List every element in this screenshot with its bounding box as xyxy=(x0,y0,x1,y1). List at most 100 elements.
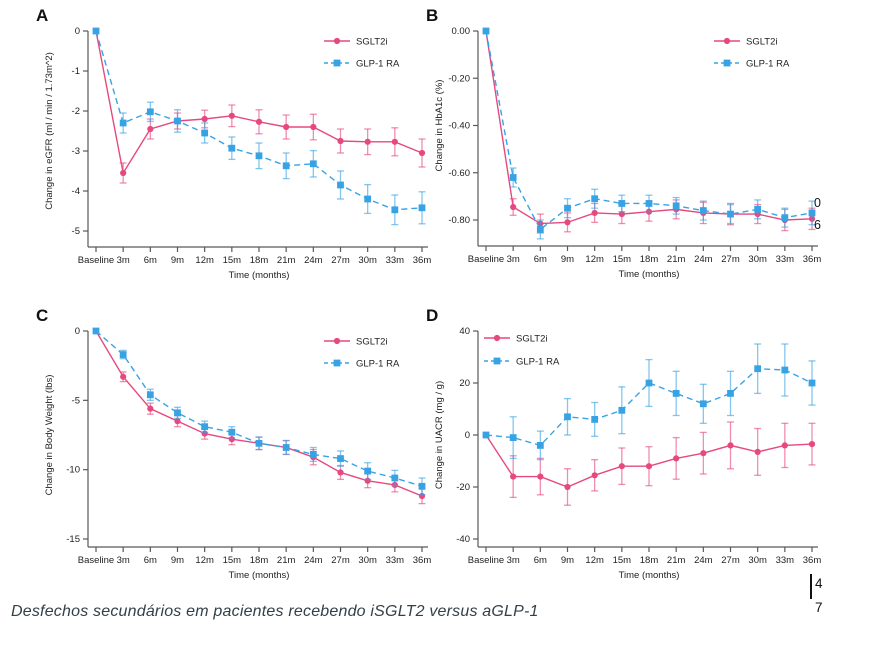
svg-text:20: 20 xyxy=(459,378,470,389)
svg-text:-0.60: -0.60 xyxy=(448,168,470,179)
svg-text:-0.20: -0.20 xyxy=(448,73,470,84)
legend: SGLT2i GLP-1 RA xyxy=(714,37,790,70)
axes xyxy=(83,330,428,552)
svg-text:-0.80: -0.80 xyxy=(448,215,470,226)
svg-text:36m: 36m xyxy=(803,555,822,566)
svg-text:Baseline: Baseline xyxy=(78,255,114,266)
svg-text:6m: 6m xyxy=(144,555,157,566)
svg-text:12m: 12m xyxy=(195,255,214,266)
svg-text:0.00: 0.00 xyxy=(452,26,471,37)
chart-bodyweight: 0 -5 -10 -15 Baseline 3m 6m 9m 12m 15m 18m 21m 24m 27… xyxy=(44,326,431,581)
page-number-bottom: 7 xyxy=(815,600,823,615)
svg-text:-4: -4 xyxy=(72,186,80,197)
tick-labels: 0.00 -0.20 -0.40 -0.60 -0.80 Baseline 3m 6m 9m 12… xyxy=(448,26,821,265)
clipped-text-right-bottom: 6 xyxy=(814,218,821,232)
series-sglt2i xyxy=(482,421,816,506)
svg-text:-5: -5 xyxy=(72,395,80,406)
svg-text:GLP-1 RA: GLP-1 RA xyxy=(356,359,400,370)
panel-c-letter: C xyxy=(36,306,49,325)
svg-text:0: 0 xyxy=(75,326,80,337)
svg-text:Baseline: Baseline xyxy=(468,254,504,265)
tick-labels: 40 20 0 -20 -40 Baseline 3m 6m 9m 12m 15m 18m 21m 24m… xyxy=(456,326,821,566)
chart-egfr: 0 -1 -2 -3 -4 -5 Baseline 3m 6m 9m 12m 15m 18m 21m 24m… xyxy=(44,26,432,281)
series-sglt2i xyxy=(92,327,426,505)
series-glp-1-ra xyxy=(92,27,426,226)
y-axis-title: Change in UACR (mg / g) xyxy=(434,381,445,489)
legend: SGLT2i GLP-1 RA xyxy=(484,334,560,368)
svg-text:18m: 18m xyxy=(640,555,659,566)
chart-hba1c: 0.00 -0.20 -0.40 -0.60 -0.80 Baseline 3m 6m 9m 12… xyxy=(434,26,821,280)
svg-text:15m: 15m xyxy=(613,254,632,265)
panel-a: A 0 -1 -2 -3 -4 -5 Baseline 3m 6m 9m 12m 15m 18m 21m 2… xyxy=(30,5,450,303)
svg-text:-5: -5 xyxy=(72,226,80,237)
svg-text:18m: 18m xyxy=(250,555,269,566)
series-glp-1-ra xyxy=(92,327,426,496)
y-axis-title: Change in Body Weight (lbs) xyxy=(44,375,55,496)
svg-text:27m: 27m xyxy=(721,555,740,566)
svg-text:24m: 24m xyxy=(694,254,713,265)
svg-text:GLP-1 RA: GLP-1 RA xyxy=(516,357,560,368)
svg-text:30m: 30m xyxy=(748,254,767,265)
legend: SGLT2i GLP-1 RA xyxy=(324,337,400,370)
svg-text:30m: 30m xyxy=(358,255,377,266)
svg-text:9m: 9m xyxy=(561,254,574,265)
svg-text:21m: 21m xyxy=(277,255,296,266)
svg-text:0: 0 xyxy=(465,430,470,441)
svg-text:15m: 15m xyxy=(223,555,242,566)
svg-text:27m: 27m xyxy=(331,255,350,266)
svg-text:27m: 27m xyxy=(331,555,350,566)
svg-text:3m: 3m xyxy=(117,255,130,266)
svg-text:21m: 21m xyxy=(277,555,296,566)
legend: SGLT2i GLP-1 RA xyxy=(324,37,400,70)
svg-text:30m: 30m xyxy=(748,555,767,566)
x-axis-title: Time (months) xyxy=(229,570,290,581)
panel-b-letter: B xyxy=(426,6,439,25)
axes xyxy=(473,30,818,251)
svg-text:GLP-1 RA: GLP-1 RA xyxy=(746,59,790,70)
svg-text:24m: 24m xyxy=(694,555,713,566)
axes xyxy=(83,30,428,252)
x-axis-title: Time (months) xyxy=(619,570,680,581)
svg-text:-15: -15 xyxy=(66,534,80,545)
svg-text:36m: 36m xyxy=(413,255,432,266)
svg-text:33m: 33m xyxy=(776,254,795,265)
svg-text:24m: 24m xyxy=(304,555,323,566)
svg-text:SGLT2i: SGLT2i xyxy=(516,334,548,345)
svg-text:6m: 6m xyxy=(144,255,157,266)
panel-c: C 0 -5 -10 -15 Baseline 3m 6m 9m 12m 15m 18m 21m 24m… xyxy=(30,305,450,603)
svg-text:Baseline: Baseline xyxy=(78,555,114,566)
tick-labels: 0 -1 -2 -3 -4 -5 Baseline 3m 6m 9m 12m 15m 18m 21m 24m… xyxy=(72,26,432,266)
svg-text:6m: 6m xyxy=(534,254,547,265)
y-axis-title: Change in eGFR (ml / min / 1.73m^2) xyxy=(44,52,55,210)
svg-text:0: 0 xyxy=(75,26,80,37)
axes xyxy=(473,330,818,552)
panel-d: D 40 20 0 -20 -40 Baseline 3m 6m 9m 12m 15m 18m 21m 2… xyxy=(420,305,840,603)
svg-text:15m: 15m xyxy=(223,255,242,266)
svg-text:33m: 33m xyxy=(386,255,405,266)
svg-text:SGLT2i: SGLT2i xyxy=(746,37,778,48)
svg-text:3m: 3m xyxy=(507,555,520,566)
panel-a-letter: A xyxy=(36,6,49,25)
svg-text:27m: 27m xyxy=(721,254,740,265)
figure-caption: Desfechos secundários em pacientes receb… xyxy=(11,603,539,620)
svg-text:9m: 9m xyxy=(561,555,574,566)
svg-text:21m: 21m xyxy=(667,555,686,566)
svg-text:33m: 33m xyxy=(386,555,405,566)
svg-text:GLP-1 RA: GLP-1 RA xyxy=(356,59,400,70)
svg-text:24m: 24m xyxy=(304,255,323,266)
y-axis-title: Change in HbA1c (%) xyxy=(434,80,445,172)
svg-text:12m: 12m xyxy=(585,555,604,566)
svg-text:-40: -40 xyxy=(456,534,470,545)
svg-text:12m: 12m xyxy=(585,254,604,265)
svg-text:33m: 33m xyxy=(776,555,795,566)
svg-text:-10: -10 xyxy=(66,465,80,476)
svg-text:Baseline: Baseline xyxy=(468,555,504,566)
svg-text:18m: 18m xyxy=(640,254,659,265)
svg-text:-20: -20 xyxy=(456,482,470,493)
svg-text:SGLT2i: SGLT2i xyxy=(356,337,388,348)
svg-text:36m: 36m xyxy=(413,555,432,566)
page-number-divider xyxy=(810,574,812,599)
svg-text:40: 40 xyxy=(459,326,470,337)
svg-text:-3: -3 xyxy=(72,146,80,157)
tick-labels: 0 -5 -10 -15 Baseline 3m 6m 9m 12m 15m 18m 21m 24m 27… xyxy=(66,326,431,566)
